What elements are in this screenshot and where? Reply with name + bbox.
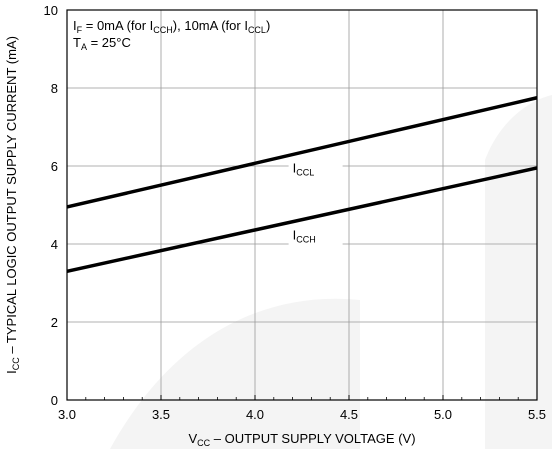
series-label-group: ICCL ICCH bbox=[288, 159, 343, 245]
x-tick-label: 3.0 bbox=[58, 407, 76, 422]
x-tick-label: 5.5 bbox=[528, 407, 546, 422]
plot-frame bbox=[66, 9, 538, 401]
x-tick-label: 5.0 bbox=[434, 407, 452, 422]
y-tick-label: 2 bbox=[51, 315, 58, 330]
series-label-bg bbox=[288, 226, 343, 245]
annotation-line-1: IF = 0mA (for ICCH), 10mA (for ICCL) bbox=[73, 18, 270, 35]
y-tick-label: 6 bbox=[51, 159, 58, 174]
x-tick-label: 4.5 bbox=[340, 407, 358, 422]
x-tick-label: 3.5 bbox=[152, 407, 170, 422]
series-group bbox=[66, 96, 538, 274]
y-tick-label: 4 bbox=[51, 237, 58, 252]
y-tick-label: 8 bbox=[51, 81, 58, 96]
watermark bbox=[110, 95, 552, 449]
series-label-bg bbox=[288, 159, 343, 178]
series-line-ccl bbox=[66, 96, 538, 209]
watermark-shape-left bbox=[110, 298, 360, 449]
x-tick-label: 4.0 bbox=[246, 407, 264, 422]
tick-group: 3.0 3.5 4.0 4.5 5.0 5.5 0 2 4 6 8 10 bbox=[44, 3, 547, 422]
series-label-cch: ICCH bbox=[293, 228, 316, 245]
y-axis-title: ICC – TYPICAL LOGIC OUTPUT SUPPLY CURREN… bbox=[4, 36, 21, 374]
annotation-line-2: TA = 25°C bbox=[73, 35, 131, 52]
y-tick-label: 10 bbox=[44, 3, 58, 18]
series-label-ccl: ICCL bbox=[293, 161, 315, 178]
series-line-cch bbox=[66, 166, 538, 274]
watermark-shape-right bbox=[485, 95, 552, 449]
y-tick-label: 0 bbox=[51, 393, 58, 408]
x-axis-title: VCC – OUTPUT SUPPLY VOLTAGE (V) bbox=[188, 431, 415, 448]
